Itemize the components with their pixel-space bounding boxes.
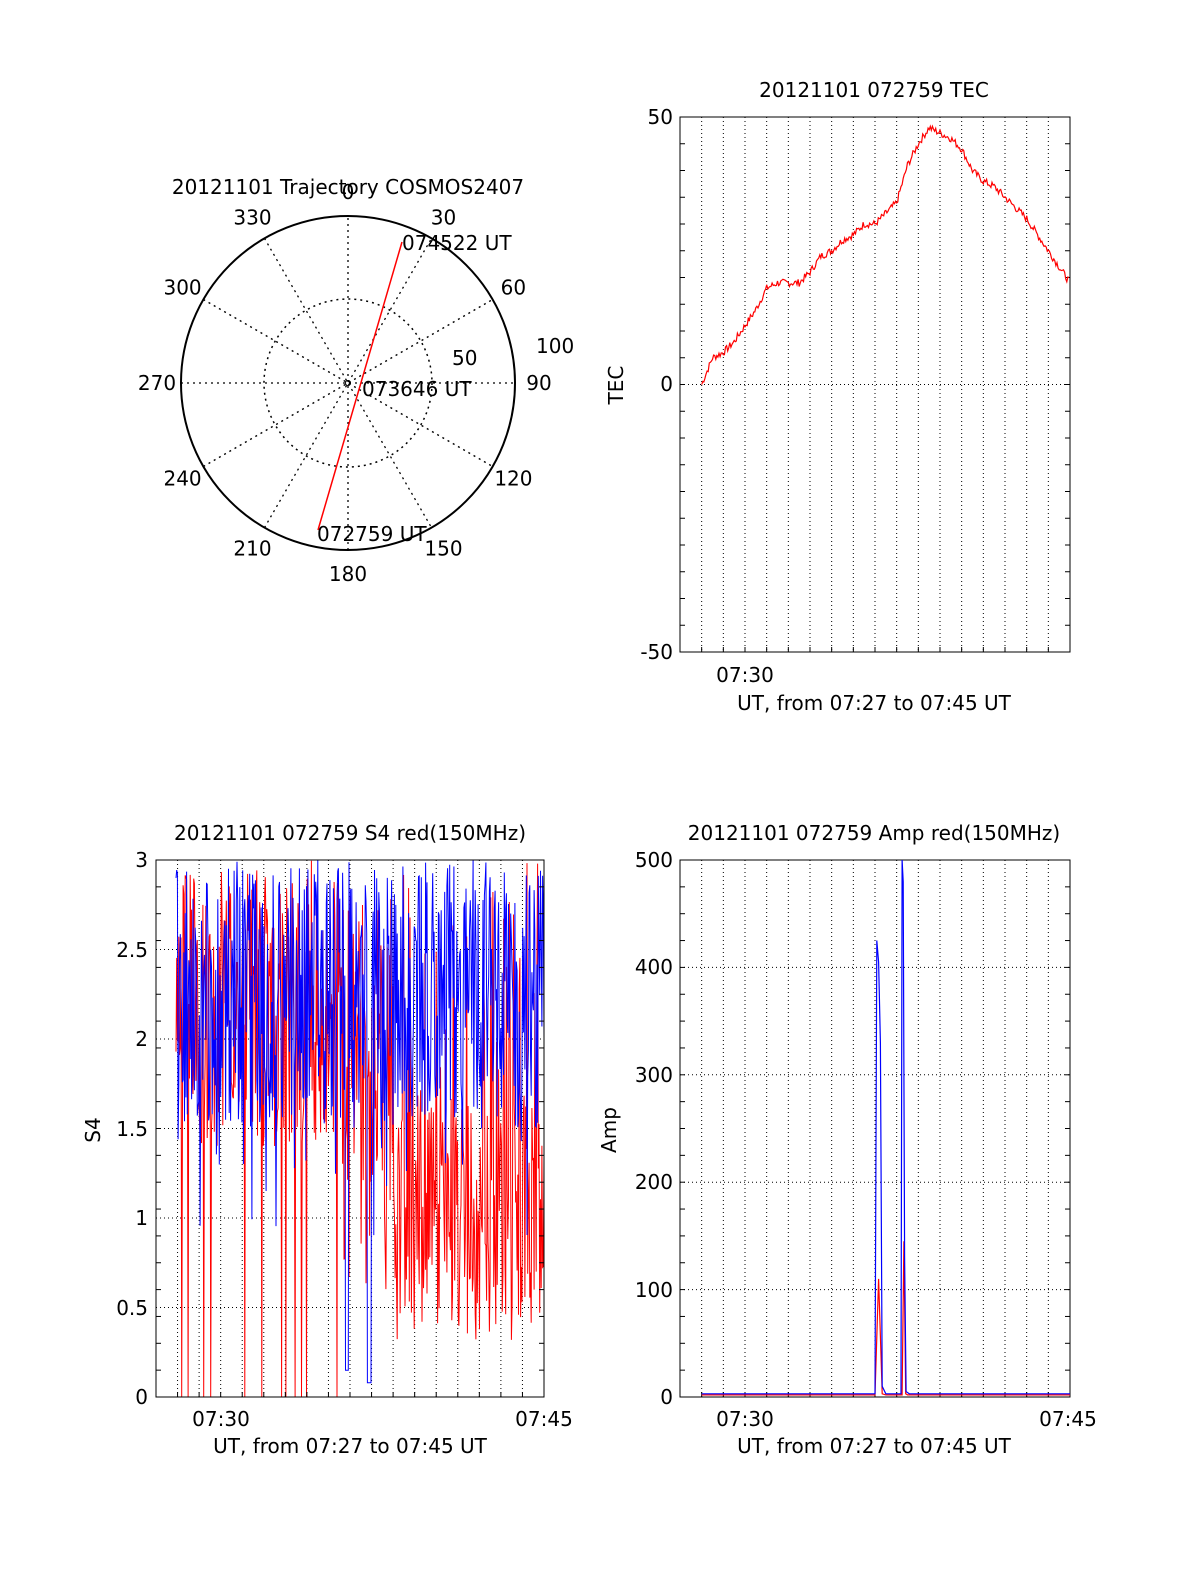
s4-ytick-2-5: 2.5: [116, 938, 148, 962]
polar-az-label-30: 30: [431, 206, 456, 230]
s4-title: 20121101 072759 S4 red(150MHz): [174, 821, 526, 845]
annotation-mid-time: 073646 UT: [362, 377, 472, 401]
s4-ticks: [156, 859, 544, 1398]
polar-spoke-120: [203, 298, 493, 468]
amp-red-series: [701, 1241, 1070, 1396]
s4-ytick-0: 0: [135, 1385, 148, 1409]
polar-az-label-60: 60: [501, 276, 526, 300]
polar-azimuth-labels: 0 30 60 90 120 150 180 210 240 270 300 330: [138, 180, 552, 586]
tec-ytick-50: 50: [648, 105, 673, 129]
amp-ylabel: Amp: [597, 1107, 621, 1153]
polar-spokes: [181, 216, 515, 550]
polar-spoke-30: [263, 238, 433, 528]
amp-xlabel: UT, from 07:27 to 07:45 UT: [737, 1434, 1012, 1458]
amp-ytick-300: 300: [635, 1063, 673, 1087]
s4-xtick-0730: 07:30: [192, 1407, 250, 1431]
annotation-end-time: 074522 UT: [402, 231, 512, 255]
trajectory-line: [317, 241, 403, 531]
trajectory-polar-plot: 20121101 Trajectory COSMOS2407 0 30 60 90 12…: [138, 175, 574, 586]
s4-ytick-0-5: 0.5: [116, 1296, 148, 1320]
annotation-start-time: 072759 UT: [317, 522, 427, 546]
s4-ytick-1: 1: [135, 1206, 148, 1230]
amp-ticks: [680, 859, 1070, 1398]
s4-ylabel: S4: [81, 1117, 105, 1142]
polar-az-label-300: 300: [163, 276, 201, 300]
amp-ytick-200: 200: [635, 1170, 673, 1194]
polar-center-marker: [345, 380, 351, 386]
polar-inner-ring: [263, 298, 433, 468]
polar-az-label-0: 0: [342, 180, 355, 204]
tec-grid: [680, 117, 1070, 652]
s4-ytick-1-5: 1.5: [116, 1117, 148, 1141]
tec-ticks: [680, 116, 1070, 653]
polar-spoke-150: [263, 238, 433, 528]
amp-blue-series: [701, 859, 1070, 1395]
s4-xtick-0745: 07:45: [515, 1407, 573, 1431]
polar-az-label-90: 90: [526, 371, 551, 395]
amp-xtick-0730: 07:30: [716, 1407, 774, 1431]
amp-panel: 20121101 072759 Amp red(150MHz) 500 400 …: [597, 821, 1097, 1458]
s4-panel: 20121101 072759 S4 red(150MHz) 3 2.5 2 1…: [81, 821, 573, 1458]
polar-az-label-180: 180: [329, 562, 367, 586]
polar-spoke-60: [203, 298, 493, 468]
amp-ytick-400: 400: [635, 955, 673, 979]
tec-title: 20121101 072759 TEC: [759, 78, 989, 102]
polar-az-label-150: 150: [424, 536, 462, 560]
s4-xlabel: UT, from 07:27 to 07:45 UT: [213, 1434, 488, 1458]
tec-panel: 20121101 072759 TEC 50 0 -50 07:30 UT, f…: [604, 78, 1071, 715]
tec-xlabel: UT, from 07:27 to 07:45 UT: [737, 691, 1012, 715]
polar-az-label-270: 270: [138, 371, 176, 395]
tec-series-line: [701, 124, 1070, 385]
amp-grid: [680, 860, 1070, 1397]
amp-xtick-0745: 07:45: [1039, 1407, 1097, 1431]
s4-ytick-3: 3: [135, 848, 148, 872]
s4-ytick-2: 2: [135, 1027, 148, 1051]
s4-series: [175, 860, 545, 1398]
polar-az-label-120: 120: [494, 467, 532, 491]
polar-radius-label-50: 50: [452, 346, 477, 370]
amp-ytick-100: 100: [635, 1278, 673, 1302]
polar-az-label-330: 330: [233, 206, 271, 230]
polar-az-label-240: 240: [163, 467, 201, 491]
tec-ytick-minus50: -50: [640, 640, 673, 664]
polar-radius-label-100: 100: [536, 334, 574, 358]
amp-title: 20121101 072759 Amp red(150MHz): [688, 821, 1060, 845]
amp-ytick-500: 500: [635, 848, 673, 872]
tec-ytick-0: 0: [660, 372, 673, 396]
polar-az-label-210: 210: [233, 536, 271, 560]
tec-xtick-0730: 07:30: [716, 663, 774, 687]
tec-ylabel: TEC: [604, 366, 628, 406]
amp-ytick-0: 0: [660, 1385, 673, 1409]
s4-blue-series: [175, 860, 545, 1384]
trajectory-title: 20121101 Trajectory COSMOS2407: [172, 175, 524, 199]
